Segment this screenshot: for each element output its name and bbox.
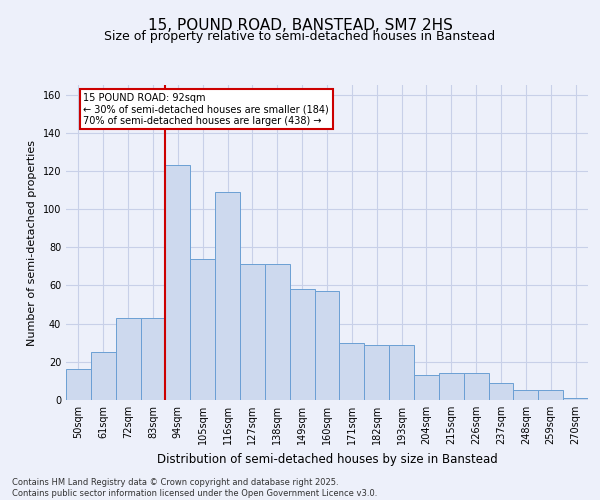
Bar xyxy=(439,374,464,400)
Bar xyxy=(240,264,265,400)
Bar xyxy=(166,165,190,400)
Bar xyxy=(340,342,364,400)
Y-axis label: Number of semi-detached properties: Number of semi-detached properties xyxy=(27,140,37,346)
Text: 15 POUND ROAD: 92sqm
← 30% of semi-detached houses are smaller (184)
70% of semi: 15 POUND ROAD: 92sqm ← 30% of semi-detac… xyxy=(83,92,329,126)
Bar xyxy=(91,352,116,400)
Bar xyxy=(190,258,215,400)
Bar xyxy=(66,370,91,400)
Bar xyxy=(464,374,488,400)
Bar xyxy=(290,290,314,400)
Bar xyxy=(414,375,439,400)
Text: Contains HM Land Registry data © Crown copyright and database right 2025.
Contai: Contains HM Land Registry data © Crown c… xyxy=(12,478,377,498)
Bar xyxy=(538,390,563,400)
Bar xyxy=(364,344,389,400)
Bar xyxy=(314,291,340,400)
Bar xyxy=(116,318,140,400)
Bar xyxy=(265,264,290,400)
Bar xyxy=(140,318,166,400)
Bar xyxy=(488,383,514,400)
Bar xyxy=(514,390,538,400)
Bar xyxy=(215,192,240,400)
Text: Size of property relative to semi-detached houses in Banstead: Size of property relative to semi-detach… xyxy=(104,30,496,43)
X-axis label: Distribution of semi-detached houses by size in Banstead: Distribution of semi-detached houses by … xyxy=(157,452,497,466)
Bar xyxy=(389,344,414,400)
Bar xyxy=(563,398,588,400)
Text: 15, POUND ROAD, BANSTEAD, SM7 2HS: 15, POUND ROAD, BANSTEAD, SM7 2HS xyxy=(148,18,452,32)
